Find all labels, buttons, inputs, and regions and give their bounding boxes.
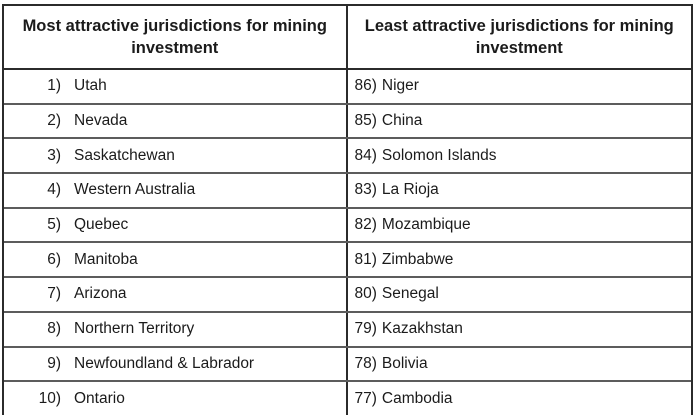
most-attractive-cell: 8) Northern Territory: [4, 312, 348, 346]
header-cell-least-attractive: Least attractive jurisdictions for minin…: [364, 17, 674, 57]
table-row: 7) Arizona 80) Senegal: [4, 278, 691, 313]
most-attractive-cell: 6) Manitoba: [4, 243, 348, 277]
rank-number: 83): [354, 181, 377, 199]
jurisdiction-name: Nevada: [74, 112, 128, 130]
jurisdiction-name: La Rioja: [381, 181, 439, 199]
rank-number: 79): [354, 320, 377, 338]
jurisdiction-name: Mozambique: [381, 216, 471, 234]
most-attractive-cell: 4) Western Australia: [4, 174, 348, 207]
rank-number: 82): [354, 216, 377, 234]
least-attractive-cell: 81) Zimbabwe: [348, 243, 692, 276]
rank-number: 5): [47, 216, 61, 234]
jurisdiction-name: Arizona: [74, 285, 127, 303]
rank-number: 84): [354, 146, 377, 164]
table-row: 8) Northern Territory 79) Kazakhstan: [4, 312, 692, 348]
rank-number: 2): [47, 112, 61, 130]
rank-number: 7): [47, 285, 61, 303]
jurisdiction-name: Western Australia: [74, 181, 196, 199]
jurisdiction-name: Manitoba: [74, 250, 138, 268]
least-attractive-cell: 78) Bolivia: [348, 348, 692, 381]
table-body: 1) Utah 86) Niger 2) Nevada 85) China 3) Saskatch…: [4, 70, 691, 415]
jurisdiction-name: Ontario: [74, 389, 125, 407]
least-attractive-cell: 83) La Rioja: [348, 174, 692, 207]
jurisdiction-name: Newfoundland & Labrador: [74, 354, 255, 372]
jurisdiction-name: Solomon Islands: [381, 146, 497, 164]
jurisdiction-name: Bolivia: [381, 354, 428, 372]
rank-number: 10): [38, 389, 61, 407]
rank-number: 86): [354, 77, 377, 95]
header-cell-most-attractive: Most attractive jurisdictions for mining…: [4, 6, 348, 68]
most-attractive-cell: 9) Newfoundland & Labrador: [4, 347, 348, 381]
jurisdiction-name: Kazakhstan: [381, 320, 463, 338]
least-attractive-cell: 80) Senegal: [348, 278, 692, 311]
most-attractive-cell: 2) Nevada: [4, 104, 348, 138]
table-row: 6) Manitoba 81) Zimbabwe: [4, 243, 692, 279]
rank-number: 3): [47, 146, 61, 164]
table-row: 5) Quebec 82) Mozambique: [4, 208, 692, 244]
jurisdiction-name: Utah: [74, 77, 107, 95]
most-attractive-cell: 7) Arizona: [4, 278, 348, 311]
jurisdiction-name: Cambodia: [381, 389, 453, 407]
jurisdiction-name: Niger: [381, 77, 419, 95]
rank-number: 6): [47, 250, 61, 268]
least-attractive-cell: 82) Mozambique: [348, 209, 692, 242]
jurisdiction-name: China: [381, 112, 423, 130]
rank-number: 4): [47, 181, 61, 199]
table-row: 9) Newfoundland & Labrador 78) Bolivia: [4, 347, 692, 383]
header-row: Most attractive jurisdictions for mining…: [4, 6, 691, 70]
rank-number: 9): [47, 354, 61, 372]
least-attractive-cell: 85) China: [348, 105, 692, 138]
rank-number: 80): [354, 285, 377, 303]
table-row: 2) Nevada 85) China: [4, 104, 692, 140]
table-row: 10) Ontario 77) Cambodia: [4, 382, 691, 415]
rank-number: 77): [354, 389, 377, 407]
rank-number: 78): [354, 354, 377, 372]
least-attractive-cell: 86) Niger: [348, 70, 692, 103]
jurisdiction-name: Saskatchewan: [74, 146, 175, 164]
least-attractive-cell: 77) Cambodia: [348, 382, 692, 415]
jurisdiction-name: Northern Territory: [74, 320, 195, 338]
most-attractive-cell: 1) Utah: [4, 70, 348, 103]
rank-number: 85): [354, 112, 377, 130]
jurisdictions-table: Most attractive jurisdictions for mining…: [2, 4, 693, 415]
jurisdiction-name: Senegal: [381, 285, 439, 303]
most-attractive-cell: 10) Ontario: [4, 382, 348, 415]
least-attractive-cell: 84) Solomon Islands: [348, 139, 692, 172]
jurisdiction-name: Zimbabwe: [381, 250, 454, 268]
rank-number: 81): [354, 250, 377, 268]
table-row: 3) Saskatchewan 84) Solomon Islands: [4, 139, 692, 175]
jurisdiction-name: Quebec: [74, 216, 129, 234]
table-row: 1) Utah 86) Niger: [4, 70, 691, 105]
rank-number: 1): [47, 77, 61, 95]
most-attractive-cell: 3) Saskatchewan: [4, 139, 348, 173]
table-row: 4) Western Australia 83) La Rioja: [4, 174, 691, 209]
least-attractive-cell: 79) Kazakhstan: [348, 313, 692, 346]
most-attractive-cell: 5) Quebec: [4, 208, 348, 242]
rank-number: 8): [47, 320, 61, 338]
